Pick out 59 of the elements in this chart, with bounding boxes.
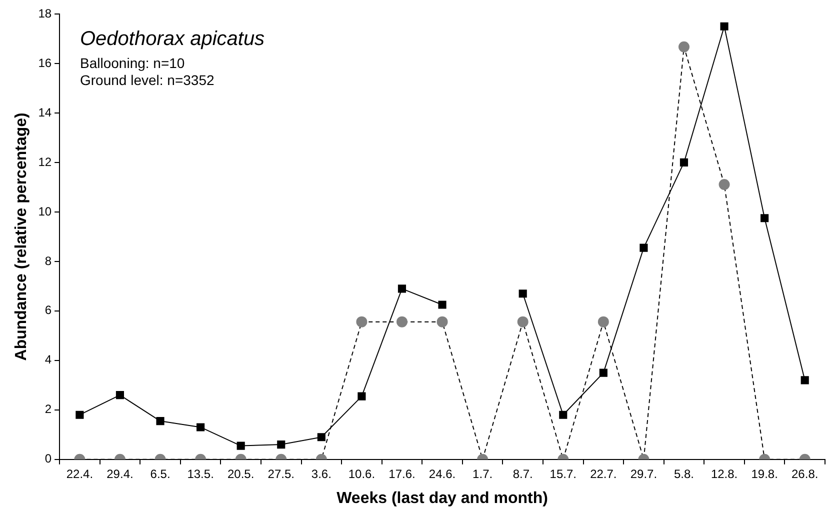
y-tick-label: 14 bbox=[38, 105, 52, 120]
y-tick-label: 12 bbox=[38, 154, 52, 169]
point bbox=[718, 178, 730, 190]
point bbox=[680, 158, 688, 166]
point bbox=[76, 410, 84, 419]
point bbox=[156, 417, 164, 426]
point bbox=[277, 440, 286, 449]
point bbox=[436, 316, 448, 328]
y-tick-label: 16 bbox=[38, 56, 52, 70]
point bbox=[599, 368, 608, 377]
x-axis-title: Weeks (last day and month) bbox=[336, 490, 548, 507]
point bbox=[196, 423, 205, 432]
y-tick-label: 2 bbox=[44, 402, 52, 416]
y-tick-label: 8 bbox=[44, 254, 52, 268]
x-tick-label: 29.4. bbox=[106, 466, 134, 481]
x-tick-label: 5.8. bbox=[674, 466, 694, 481]
x-tick-label: 10.6. bbox=[348, 466, 376, 481]
x-tick-label: 13.5. bbox=[187, 466, 214, 481]
x-tick-label: 27.5. bbox=[268, 466, 294, 481]
point bbox=[678, 41, 690, 52]
x-tick-label: 15.7. bbox=[550, 466, 576, 481]
x-tick-label: 17.6. bbox=[388, 466, 416, 481]
point bbox=[398, 284, 406, 293]
x-tick-label: 3.6. bbox=[311, 466, 332, 481]
x-tick-label: 1.7. bbox=[472, 466, 493, 481]
y-tick-label: 4 bbox=[44, 352, 52, 367]
y-axis-title: Abundance (relative percentage) bbox=[13, 112, 30, 361]
point bbox=[116, 391, 124, 400]
x-tick-label: 6.5. bbox=[150, 466, 170, 481]
text: Oedothorax apicatus bbox=[80, 28, 265, 51]
point bbox=[236, 442, 245, 450]
point bbox=[438, 300, 446, 309]
point bbox=[760, 214, 769, 222]
x-tick-label: 22.7. bbox=[590, 466, 617, 481]
x-tick-label: 26.8. bbox=[792, 466, 818, 481]
y-tick-label: 18 bbox=[38, 6, 52, 20]
point bbox=[517, 316, 528, 328]
annotation: Ground level: n=3352 bbox=[80, 72, 214, 89]
point bbox=[800, 376, 809, 384]
y-tick-label: 0 bbox=[44, 452, 52, 466]
y-tick-label: 6 bbox=[44, 303, 52, 318]
point bbox=[356, 316, 368, 328]
x-tick-label: 20.5. bbox=[227, 466, 254, 481]
point bbox=[640, 244, 648, 252]
y-tick-label: 10 bbox=[38, 204, 52, 218]
point bbox=[358, 392, 366, 400]
point bbox=[518, 290, 527, 298]
x-tick-label: 19.8. bbox=[751, 466, 778, 481]
x-tick-label: 24.6. bbox=[428, 466, 456, 481]
point bbox=[559, 410, 568, 419]
point bbox=[317, 433, 326, 442]
x-tick-label: 29.7. bbox=[630, 466, 658, 481]
x-tick-label: 22.4. bbox=[66, 466, 94, 481]
point bbox=[396, 316, 408, 328]
point bbox=[598, 316, 609, 328]
annotation: Ballooning: n=10 bbox=[80, 55, 186, 72]
point bbox=[720, 22, 728, 30]
x-tick-label: 12.8. bbox=[710, 466, 738, 481]
x-tick-label: 8.7. bbox=[512, 466, 533, 481]
